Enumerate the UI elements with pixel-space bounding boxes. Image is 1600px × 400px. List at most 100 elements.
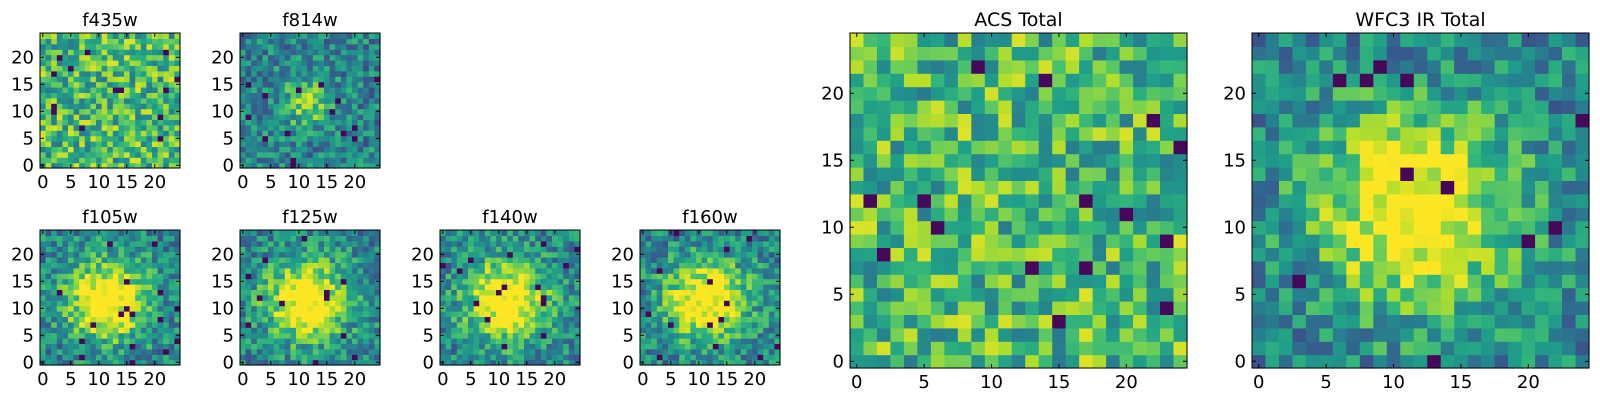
heatmap-cell [696, 240, 703, 247]
heatmap-cell [735, 289, 742, 296]
heatmap-cell [1025, 126, 1040, 141]
heatmap-cell [535, 246, 542, 253]
heatmap-cell [1160, 140, 1175, 155]
heatmap-cell [374, 33, 381, 39]
heatmap-cell [146, 43, 153, 50]
heatmap-cell [112, 103, 119, 110]
heatmap-cell [101, 65, 108, 72]
heatmap-cell [240, 92, 247, 99]
heatmap-cell [568, 278, 575, 285]
heatmap-cell [1535, 180, 1550, 195]
heatmap-cell [262, 70, 269, 77]
heatmap-cell [1173, 341, 1188, 356]
heatmap-cell [112, 267, 119, 274]
heatmap-cell [1011, 287, 1026, 302]
heatmap-cell [984, 193, 999, 208]
heatmap-cell [318, 146, 325, 153]
heatmap-cell [118, 289, 125, 296]
heatmap-cell [368, 54, 375, 61]
heatmap-cell [256, 162, 263, 169]
heatmap-cell [312, 43, 319, 50]
heatmap-cell [56, 43, 63, 50]
heatmap-cell [168, 305, 175, 312]
heatmap-cell [357, 332, 364, 339]
heatmap-cell [174, 343, 181, 350]
heatmap-cell [324, 103, 331, 110]
heatmap-cell [324, 108, 331, 115]
heatmap-cell [62, 146, 69, 153]
heatmap-cell [1052, 33, 1067, 47]
heatmap-cell [473, 332, 480, 339]
heatmap-cell [673, 348, 680, 355]
heatmap-cell [290, 92, 297, 99]
heatmap-cell [296, 300, 303, 307]
heatmap-cell [645, 354, 652, 361]
heatmap-cell [1119, 167, 1134, 181]
heatmap-cell [284, 162, 291, 169]
heatmap-cell [374, 124, 381, 131]
heatmap-cell [56, 33, 63, 39]
heatmap-cell [944, 46, 959, 61]
x-tick-label: 0 [851, 372, 862, 393]
heatmap-cell [757, 327, 764, 334]
heatmap-cell [357, 60, 364, 66]
heatmap-cell [96, 300, 103, 307]
heatmap-cell [279, 338, 286, 344]
heatmap-cell [557, 294, 564, 301]
heatmap-cell [301, 33, 308, 39]
heatmap-cell [445, 273, 452, 280]
heatmap-cell [540, 332, 547, 339]
heatmap-cell [1548, 327, 1563, 342]
heatmap-cell [673, 262, 680, 269]
heatmap-cell [245, 289, 252, 296]
heatmap-cell [118, 267, 125, 274]
heatmap-cell [445, 230, 452, 236]
heatmap-cell [1038, 73, 1053, 88]
heatmap-cell [540, 354, 547, 361]
heatmap-cell [301, 141, 308, 147]
heatmap-cell [284, 262, 291, 269]
heatmap-cell [301, 87, 308, 93]
heatmap-cell [268, 87, 275, 93]
heatmap-cell [757, 257, 764, 263]
heatmap-cell [174, 38, 181, 45]
heatmap-cell [746, 327, 753, 334]
heatmap-cell [863, 341, 878, 356]
heatmap-cell [930, 167, 945, 181]
heatmap-cell [124, 305, 131, 312]
heatmap-cell [168, 251, 175, 258]
y-tick-label: 15 [11, 74, 34, 95]
heatmap-cell [1106, 220, 1121, 235]
heatmap-cell [73, 135, 80, 142]
heatmap-cell [256, 235, 263, 242]
heatmap-cell [944, 59, 959, 74]
heatmap-cell [329, 289, 336, 296]
heatmap-cell [352, 257, 359, 263]
heatmap-cell [135, 343, 142, 350]
heatmap-cell [1092, 260, 1107, 275]
heatmap-cell [84, 235, 91, 242]
heatmap-cell [490, 289, 497, 296]
y-tick-label: 5 [23, 325, 34, 346]
heatmap-cell [301, 81, 308, 88]
heatmap-cell [557, 246, 564, 253]
heatmap-cell [256, 70, 263, 77]
heatmap-cell [462, 359, 469, 366]
heatmap-cell [45, 267, 52, 274]
heatmap-cell [374, 43, 381, 50]
heatmap-cell [329, 284, 336, 290]
heatmap-cell [1548, 314, 1563, 329]
heatmap-cell [312, 54, 319, 61]
heatmap-cell [944, 234, 959, 248]
heatmap-cell [84, 311, 91, 317]
heatmap-cell [1467, 341, 1482, 356]
heatmap-cell [1467, 327, 1482, 342]
heatmap-cell [496, 251, 503, 258]
heatmap-cell [135, 124, 142, 131]
heatmap-cell [73, 65, 80, 72]
heatmap-cell [135, 33, 142, 39]
heatmap-cell [284, 348, 291, 355]
x-tick-label: 15 [115, 369, 138, 390]
heatmap-cell [290, 114, 297, 120]
heatmap-cell [451, 354, 458, 361]
